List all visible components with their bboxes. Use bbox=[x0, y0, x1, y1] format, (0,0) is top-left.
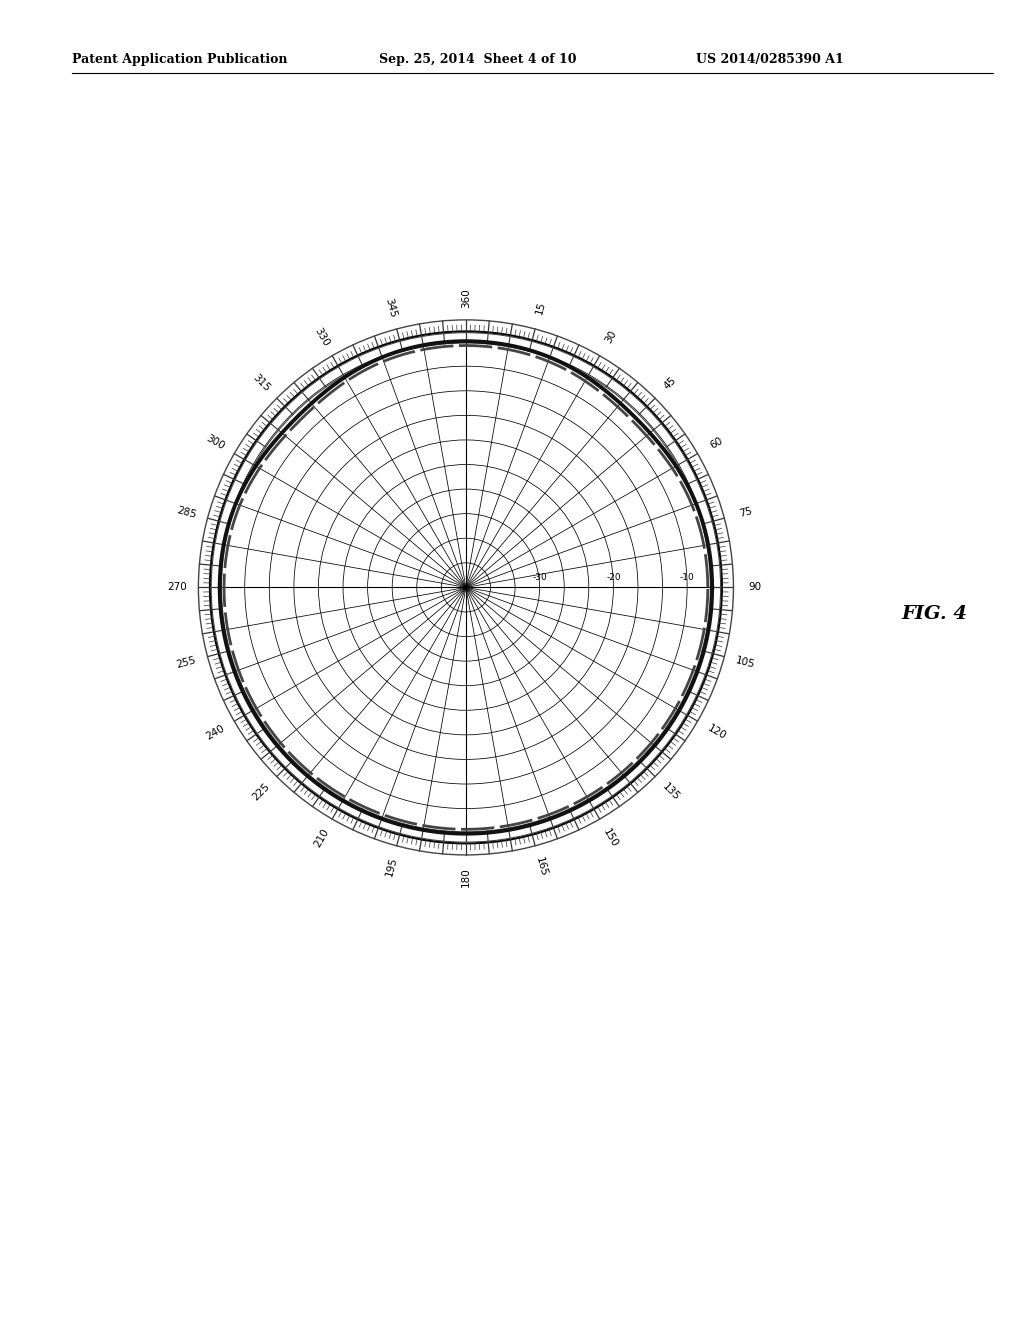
Text: 360: 360 bbox=[461, 288, 471, 308]
Text: 315: 315 bbox=[251, 372, 272, 393]
Text: 105: 105 bbox=[734, 655, 756, 669]
Text: -30: -30 bbox=[532, 573, 547, 582]
Text: Patent Application Publication: Patent Application Publication bbox=[72, 53, 287, 66]
Text: 165: 165 bbox=[534, 855, 548, 878]
Text: 210: 210 bbox=[312, 826, 331, 849]
Text: 90: 90 bbox=[749, 582, 762, 593]
Text: 285: 285 bbox=[175, 506, 198, 520]
Text: FIG. 4: FIG. 4 bbox=[901, 605, 967, 623]
Text: 345: 345 bbox=[384, 297, 398, 319]
Text: 330: 330 bbox=[312, 326, 331, 348]
Text: 270: 270 bbox=[167, 582, 186, 593]
Text: 225: 225 bbox=[251, 781, 272, 803]
Text: 45: 45 bbox=[663, 375, 679, 391]
Text: 255: 255 bbox=[175, 655, 198, 669]
Text: US 2014/0285390 A1: US 2014/0285390 A1 bbox=[696, 53, 844, 66]
Text: 75: 75 bbox=[737, 506, 753, 519]
Text: 30: 30 bbox=[603, 329, 618, 345]
Text: 180: 180 bbox=[461, 867, 471, 887]
Text: -20: -20 bbox=[606, 573, 621, 582]
Text: 240: 240 bbox=[205, 723, 226, 742]
Text: 195: 195 bbox=[384, 855, 398, 878]
Text: 135: 135 bbox=[659, 781, 681, 803]
Text: 60: 60 bbox=[709, 436, 725, 450]
Text: 120: 120 bbox=[706, 723, 727, 742]
Text: 15: 15 bbox=[535, 300, 548, 315]
Text: 150: 150 bbox=[601, 826, 620, 849]
Text: 300: 300 bbox=[205, 433, 226, 451]
Text: -10: -10 bbox=[680, 573, 694, 582]
Text: Sep. 25, 2014  Sheet 4 of 10: Sep. 25, 2014 Sheet 4 of 10 bbox=[379, 53, 577, 66]
